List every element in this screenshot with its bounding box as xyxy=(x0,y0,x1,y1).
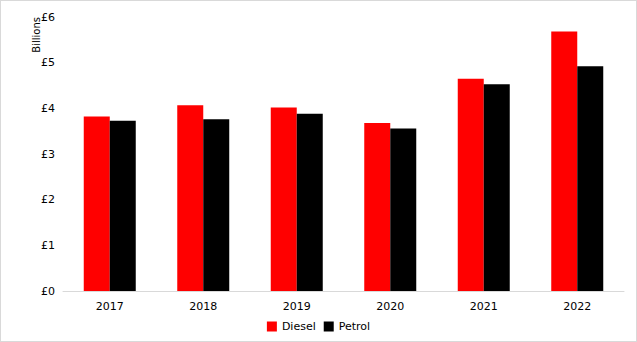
svg-text:Billions: Billions xyxy=(31,17,42,53)
svg-text:£2: £2 xyxy=(41,193,55,206)
svg-text:2022: 2022 xyxy=(563,300,591,313)
svg-text:£6: £6 xyxy=(41,11,55,24)
svg-text:£4: £4 xyxy=(41,102,55,115)
svg-text:2021: 2021 xyxy=(470,300,498,313)
svg-text:Diesel: Diesel xyxy=(282,320,316,333)
svg-text:2020: 2020 xyxy=(376,300,404,313)
svg-text:£5: £5 xyxy=(41,56,55,69)
svg-text:£3: £3 xyxy=(41,148,55,161)
svg-text:Petrol: Petrol xyxy=(339,320,370,333)
svg-text:2018: 2018 xyxy=(189,300,217,313)
svg-text:£1: £1 xyxy=(41,239,55,252)
svg-text:2019: 2019 xyxy=(283,300,311,313)
svg-text:£0: £0 xyxy=(41,285,55,298)
svg-text:2017: 2017 xyxy=(96,300,124,313)
